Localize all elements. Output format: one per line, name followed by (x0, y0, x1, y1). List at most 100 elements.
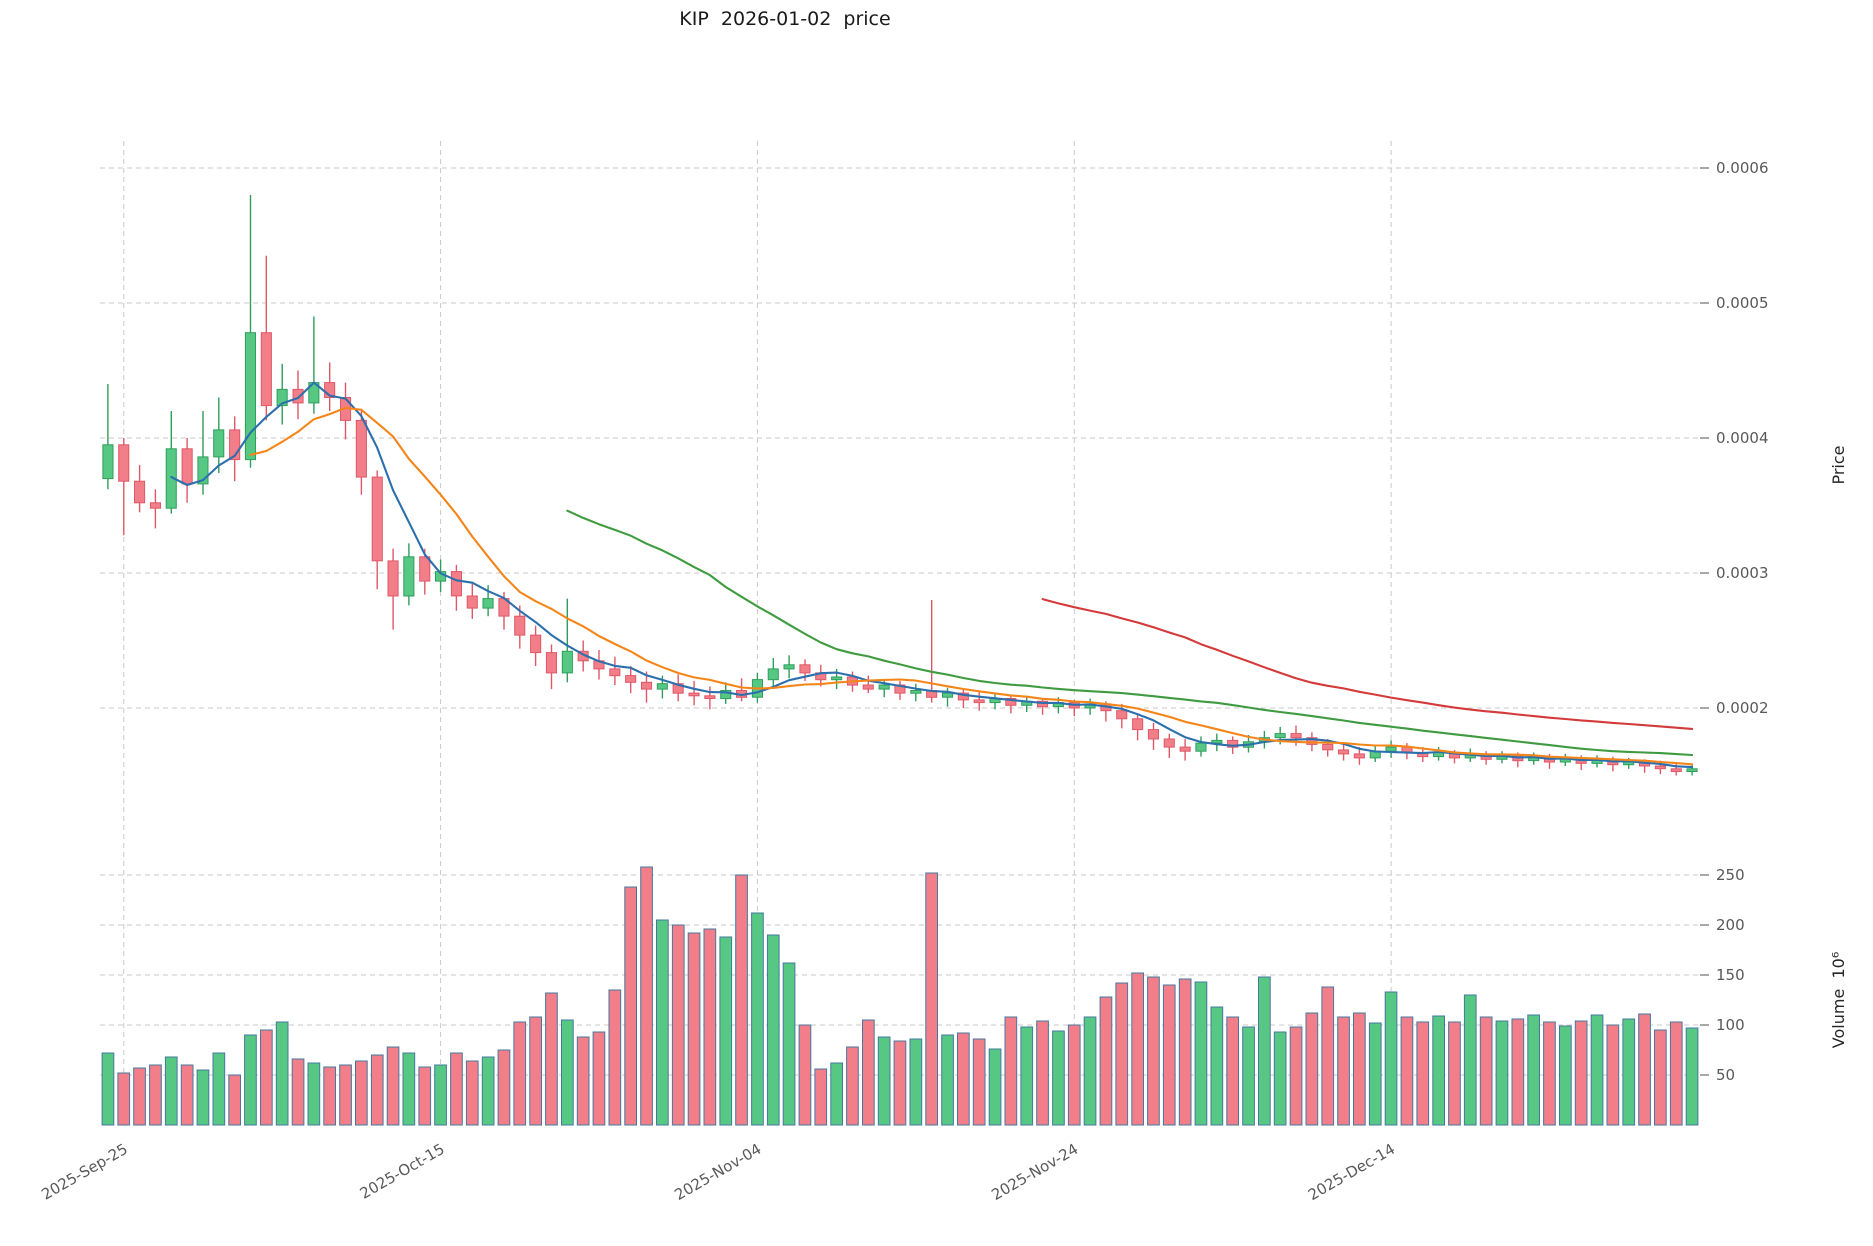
volume-bar (212, 1052, 226, 1126)
candle-body (831, 676, 843, 681)
candle-body (957, 692, 969, 701)
volume-bar (846, 1046, 859, 1126)
candle-body (419, 556, 431, 582)
volume-bar (751, 912, 764, 1126)
volume-tick-label: 150 (1716, 966, 1745, 984)
volume-bars-layer (101, 866, 1699, 1126)
candle-body (1353, 753, 1365, 759)
volume-bar (1495, 1020, 1509, 1126)
volume-bar (957, 1032, 970, 1126)
candle-body (1037, 700, 1049, 708)
price-tick-label: 0.0004 (1716, 429, 1769, 447)
volume-bar (1448, 1021, 1461, 1126)
candle-body (387, 560, 399, 597)
candle-body (688, 692, 700, 697)
volume-bar (1131, 972, 1145, 1126)
candle-body (609, 668, 621, 677)
candle-body (229, 429, 241, 461)
volume-bar (877, 1036, 891, 1126)
candle-body (1195, 742, 1207, 752)
volume-bar (1162, 984, 1176, 1126)
candle-body (656, 683, 668, 690)
candle-body (276, 388, 288, 407)
volume-bar (307, 1062, 321, 1126)
ma-30-line (566, 509, 1694, 757)
volume-bar (561, 1019, 574, 1126)
volume-tick-label: 50 (1716, 1066, 1735, 1084)
volume-bar (925, 872, 938, 1126)
candle-body (1322, 743, 1334, 751)
candle-body (561, 650, 573, 674)
volume-bar (941, 1034, 954, 1126)
volume-bar (703, 928, 717, 1126)
candle-body (260, 332, 272, 407)
candle-body (355, 419, 367, 478)
grid-layer (100, 141, 1700, 1125)
candle-body (1227, 739, 1239, 748)
volume-bar (1590, 1014, 1604, 1126)
volume-bar (1559, 1025, 1572, 1126)
volume-bar (972, 1038, 986, 1126)
candle-body (514, 615, 526, 636)
candle-body (466, 595, 478, 609)
volume-bar (1638, 1013, 1651, 1126)
candle-body (102, 444, 114, 480)
volume-bar (1622, 1018, 1636, 1126)
candle-body (450, 571, 462, 597)
volume-bar (402, 1052, 416, 1126)
candle-body (197, 456, 209, 485)
volume-bar (1004, 1016, 1018, 1126)
candle-body (1116, 710, 1128, 720)
candle-body (1338, 749, 1350, 755)
volume-bar (1400, 1016, 1414, 1126)
volume-bar (988, 1048, 1002, 1126)
ma-60-line (1041, 598, 1694, 730)
volume-bar (624, 886, 637, 1126)
volume-bar (1606, 1024, 1620, 1126)
price-tick-label: 0.0002 (1716, 699, 1769, 717)
volume-tick-label: 250 (1716, 866, 1745, 884)
volume-bar (1036, 1020, 1049, 1126)
volume-bar (656, 919, 669, 1126)
volume-bar (481, 1056, 495, 1126)
volume-bar (529, 1016, 542, 1126)
candle-body (292, 388, 304, 404)
candle-body (1306, 737, 1318, 745)
volume-bar (1258, 976, 1271, 1126)
volume-bar (1416, 1021, 1430, 1126)
candle-body (1147, 729, 1160, 740)
candle-body (704, 695, 716, 699)
date-tick-label: 2025-Oct-15 (357, 1140, 448, 1203)
candle-body (1654, 765, 1666, 770)
volume-bar (1685, 1027, 1699, 1126)
candle-body (625, 675, 637, 683)
volume-bar (1543, 1021, 1556, 1126)
ma-10-line (249, 406, 1694, 766)
candle-body (134, 480, 146, 504)
volume-bar (1194, 981, 1208, 1126)
volume-bar (1654, 1029, 1667, 1126)
date-tick-label: 2025-Nov-04 (671, 1140, 764, 1204)
price-tick-label: 0.0003 (1716, 564, 1769, 582)
candle-body (1670, 768, 1682, 772)
volume-bar (386, 1046, 400, 1126)
candle-body (878, 684, 890, 690)
volume-bar (1020, 1026, 1034, 1126)
volume-bar (1115, 982, 1129, 1126)
volume-bar (133, 1067, 146, 1126)
candle-body (371, 476, 383, 562)
candle-body (1005, 698, 1017, 706)
volume-bar (1178, 978, 1192, 1126)
volume-bar (275, 1021, 289, 1126)
candle-body (862, 684, 874, 690)
volume-bar (164, 1056, 178, 1126)
volume-bar (576, 1036, 590, 1126)
volume-bar (260, 1029, 273, 1126)
price-tick-label: 0.0005 (1716, 294, 1769, 312)
volume-bar (1463, 994, 1477, 1126)
volume-bar (355, 1060, 368, 1126)
volume-bar (893, 1040, 907, 1126)
volume-tick-label: 100 (1716, 1016, 1745, 1034)
volume-bar (1099, 996, 1113, 1126)
volume-bar (1210, 1006, 1224, 1126)
